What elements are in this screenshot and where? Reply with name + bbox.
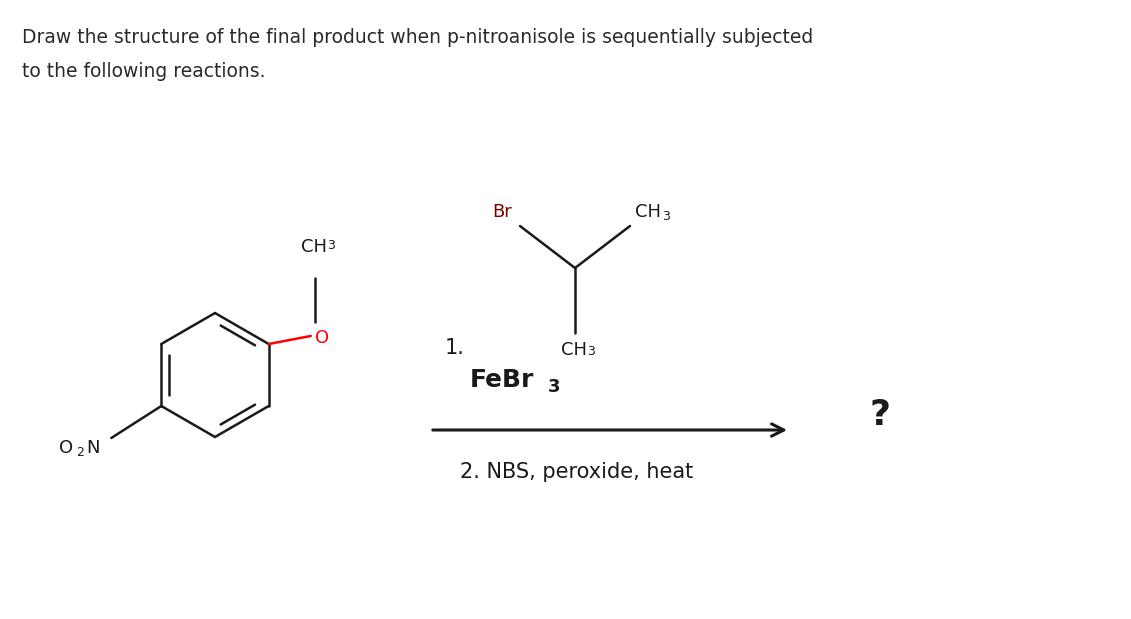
Text: CH: CH: [561, 341, 587, 359]
Text: O: O: [314, 329, 329, 347]
Text: N: N: [86, 439, 100, 457]
Text: 2. NBS, peroxide, heat: 2. NBS, peroxide, heat: [460, 462, 693, 482]
Text: 2: 2: [76, 446, 84, 459]
Text: O: O: [59, 439, 74, 457]
Text: ?: ?: [870, 398, 891, 432]
Text: CH: CH: [301, 238, 327, 256]
Text: Draw the structure of the final product when p-nitroanisole is sequentially subj: Draw the structure of the final product …: [21, 28, 813, 47]
Text: 1.: 1.: [444, 338, 465, 358]
FancyArrowPatch shape: [433, 424, 784, 436]
Text: 3: 3: [549, 378, 561, 396]
Text: 3: 3: [662, 209, 670, 222]
Text: 3: 3: [327, 239, 335, 252]
Text: CH: CH: [634, 203, 661, 221]
Text: 3: 3: [587, 345, 595, 358]
Text: Br: Br: [492, 203, 511, 221]
Text: to the following reactions.: to the following reactions.: [21, 62, 266, 81]
Text: FeBr: FeBr: [470, 368, 534, 392]
